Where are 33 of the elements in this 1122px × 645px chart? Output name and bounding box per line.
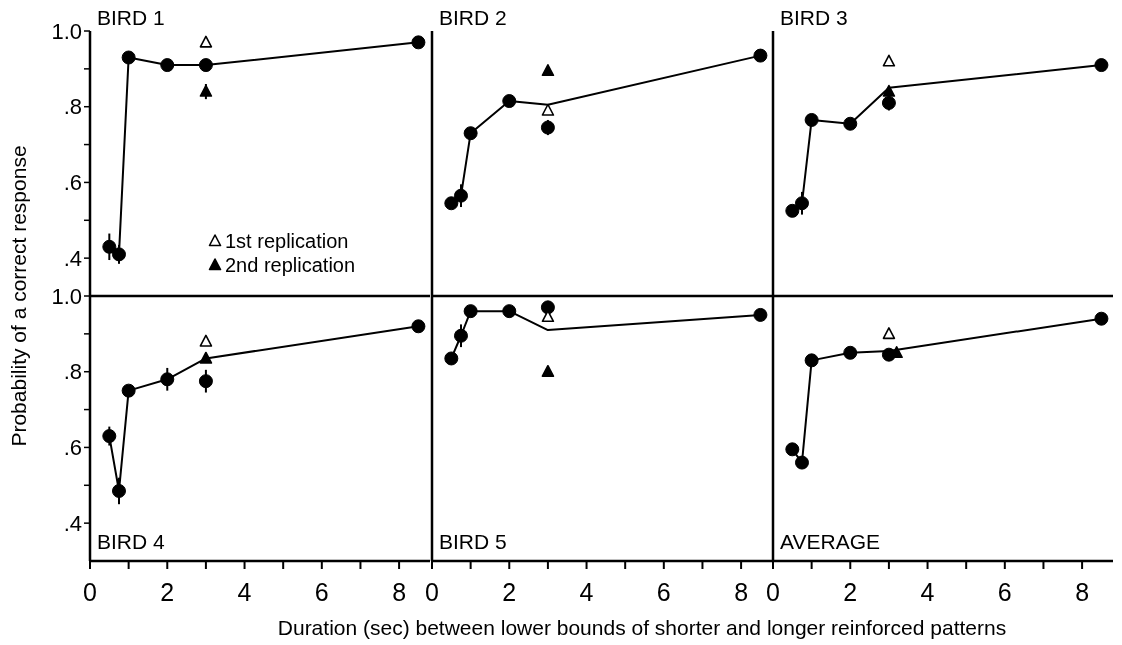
y-tick-label: .4 <box>63 245 82 271</box>
x-tick-label: 0 <box>83 578 97 606</box>
text: AVERAGE <box>780 530 880 553</box>
x-tick-label: 2 <box>502 578 517 606</box>
x-tick-label: 8 <box>392 578 407 606</box>
chart-title: BIRD 2 <box>439 6 507 29</box>
y-tick-label: .8 <box>63 359 82 385</box>
x-axis-title: Duration (sec) between lower bounds of shorter and longer reinforced patterns <box>277 616 1007 639</box>
y-tick-label: 1.0 <box>51 283 82 309</box>
text: BIRD 4 <box>97 530 166 553</box>
x-tick-label: 4 <box>579 578 594 606</box>
x-tick-label: 6 <box>656 578 671 606</box>
y-axis-title: Probability of a correct response <box>7 145 30 447</box>
y-tick-label: 1.0 <box>51 18 82 44</box>
text: BIRD 5 <box>439 530 507 553</box>
y-tick-label: .6 <box>63 435 82 461</box>
x-tick-label: 4 <box>237 578 252 606</box>
chart-title: BIRD 1 <box>97 6 165 29</box>
y-tick-label: .6 <box>63 170 82 196</box>
legend-label: 2nd replication <box>225 254 356 276</box>
x-tick-label: 8 <box>734 578 749 606</box>
x-tick-label: 2 <box>843 578 858 606</box>
x-tick-label: 2 <box>160 578 175 606</box>
y-tick-label: .8 <box>63 94 82 120</box>
x-tick-label: 0 <box>766 578 780 606</box>
x-tick-label: 4 <box>920 578 935 606</box>
x-tick-label: 8 <box>1075 578 1090 606</box>
x-tick-label: 6 <box>314 578 329 606</box>
legend-label: 1st replication <box>225 230 349 252</box>
y-tick-label: .4 <box>63 510 82 536</box>
x-tick-label: 0 <box>425 578 439 606</box>
x-tick-label: 6 <box>997 578 1012 606</box>
chart-title: BIRD 3 <box>780 6 848 29</box>
